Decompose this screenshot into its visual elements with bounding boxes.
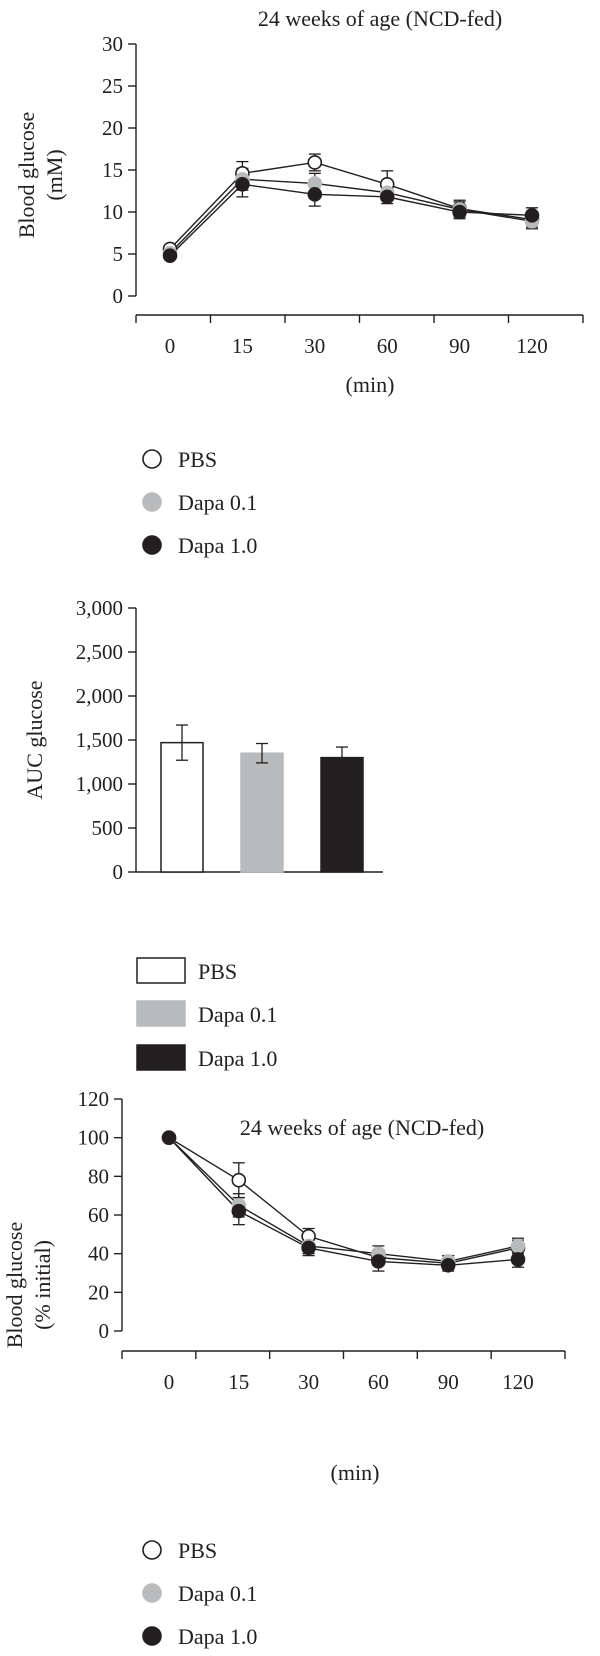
data-point-dapa-1-0 (161, 1130, 177, 1145)
legend-label-dapa-0-1: Dapa 0.1 (178, 490, 257, 515)
x-tick-label: 30 (298, 1370, 319, 1394)
data-point-dapa-1-0 (510, 1252, 526, 1267)
data-point-pbs (307, 155, 323, 170)
legend: PBS Dapa 0.1 Dapa 1.0 (136, 957, 277, 1071)
legend: PBS Dapa 0.1 Dapa 1.0 (142, 447, 257, 558)
y-tick-label: 40 (88, 1242, 109, 1266)
series-line-dapa-0-1 (168, 1137, 519, 1263)
legend-marker-dapa-0-1 (142, 492, 162, 512)
y-tick-label: 2,500 (76, 640, 123, 664)
y-axis-label-line-1: Blood glucose (2, 1222, 27, 1349)
data-point-dapa-0-1 (510, 1238, 526, 1254)
series-line-dapa-1-0 (169, 183, 533, 257)
data-point-dapa-1-0 (452, 204, 467, 220)
y-tick-label: 1,500 (76, 728, 123, 752)
glucose-percent-line-chart: 24 weeks of age (NCD-fed) Blood glucose … (2, 1087, 566, 1485)
chart-title: 24 weeks of age (NCD-fed) (258, 6, 502, 31)
legend-label-dapa-1-0: Dapa 1.0 (178, 1624, 257, 1649)
y-tick-label: 80 (88, 1164, 109, 1188)
legend-marker-dapa-1-0 (142, 535, 162, 555)
data-point-dapa-1-0 (301, 1240, 316, 1256)
y-tick-label: 10 (102, 200, 123, 224)
y-axis-label-line-2: (% initial) (30, 1240, 55, 1330)
x-tick-label: 90 (438, 1370, 459, 1394)
plot-area (161, 1130, 526, 1273)
glucose-line-chart: 24 weeks of age (NCD-fed) Blood glucose … (14, 6, 584, 397)
x-tick-label: 120 (516, 334, 548, 358)
x-tick-label: 0 (164, 1370, 175, 1394)
data-point-dapa-1-0 (371, 1254, 386, 1269)
legend-marker-pbs (142, 1540, 162, 1560)
plot-area (162, 153, 540, 263)
data-point-dapa-1-0 (440, 1257, 456, 1273)
y-tick-label: 30 (102, 32, 123, 56)
data-point-dapa-1-0 (307, 187, 323, 202)
x-tick-label: 0 (165, 334, 176, 358)
bar-dapa-1-0 (320, 756, 364, 873)
legend-marker-pbs (142, 449, 162, 469)
series-line-dapa-0-1 (169, 178, 533, 254)
data-point-dapa-1-0 (235, 176, 250, 192)
y-axis-label: AUC glucose (22, 680, 47, 799)
x-axis-label: (min) (346, 372, 395, 397)
y-tick-label: 0 (99, 1319, 110, 1343)
y-tick-label: 25 (102, 74, 123, 98)
x-tick-label: 30 (304, 334, 325, 358)
x-axis-label: (min) (331, 1460, 380, 1485)
x-tick-label: 60 (377, 334, 398, 358)
auc-bar-chart: AUC glucose 0 500 1,000 1,500 2,000 2,500 3,00… (22, 596, 383, 884)
x-tick-label: 15 (228, 1370, 249, 1394)
series-line-pbs (168, 1137, 519, 1265)
legend-label-pbs: PBS (178, 1538, 217, 1563)
data-point-dapa-1-0 (379, 189, 395, 205)
legend-label-dapa-0-1: Dapa 0.1 (178, 1581, 257, 1606)
y-tick-label: 20 (102, 116, 123, 140)
y-tick-label: 500 (92, 816, 124, 840)
y-axis-label-line-1: Blood glucose (14, 112, 39, 239)
data-point-dapa-1-0 (524, 208, 540, 223)
series-line-pbs (169, 161, 533, 250)
bar-pbs (160, 741, 204, 873)
axes: 0 5 10 15 20 25 30 0 15 30 60 90 120 (102, 32, 584, 358)
y-tick-label: 5 (113, 242, 124, 266)
y-tick-label: 3,000 (76, 596, 123, 620)
x-tick-label: 60 (368, 1370, 389, 1394)
legend-marker-dapa-0-1 (142, 1583, 162, 1603)
y-tick-label: 0 (113, 284, 124, 308)
y-tick-label: 0 (113, 860, 124, 884)
data-point-dapa-1-0 (231, 1203, 247, 1219)
axes: 0 20 40 60 80 100 120 0 15 30 60 90 120 (78, 1087, 566, 1394)
y-tick-label: 15 (102, 158, 123, 182)
chart-title: 24 weeks of age (NCD-fed) (240, 1115, 484, 1140)
bar-dapa-0-1 (240, 752, 284, 873)
data-point-pbs (231, 1172, 247, 1188)
legend-swatch-pbs (136, 957, 186, 984)
y-tick-label: 20 (88, 1280, 109, 1304)
y-tick-label: 2,000 (76, 684, 123, 708)
legend-label-pbs: PBS (198, 959, 237, 984)
series-line-dapa-1-0 (168, 1137, 519, 1266)
legend-label-dapa-1-0: Dapa 1.0 (178, 533, 257, 558)
y-tick-label: 120 (78, 1087, 110, 1111)
plot-area (160, 724, 364, 873)
legend-swatch-dapa-1-0 (136, 1044, 186, 1071)
y-axis-label-line-2: (mM) (42, 149, 67, 200)
y-tick-label: 100 (78, 1126, 110, 1150)
data-point-dapa-1-0 (162, 248, 178, 263)
y-tick-label: 60 (88, 1203, 109, 1227)
x-tick-label: 15 (232, 334, 253, 358)
x-tick-label: 90 (449, 334, 470, 358)
legend-label-pbs: PBS (178, 447, 217, 472)
legend-label-dapa-1-0: Dapa 1.0 (198, 1046, 277, 1071)
x-tick-label: 120 (502, 1370, 534, 1394)
legend-swatch-dapa-0-1 (136, 1000, 186, 1027)
y-tick-label: 1,000 (76, 772, 123, 796)
legend-label-dapa-0-1: Dapa 0.1 (198, 1002, 277, 1027)
legend: PBS Dapa 0.1 Dapa 1.0 (142, 1538, 257, 1649)
legend-marker-dapa-1-0 (142, 1626, 162, 1646)
